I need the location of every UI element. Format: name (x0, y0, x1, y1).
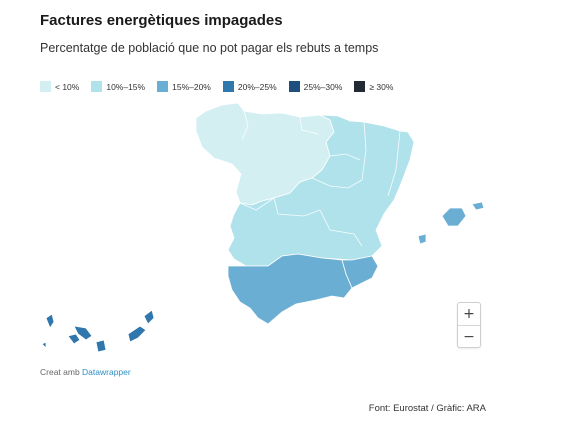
page-title: Factures energètiques impagades (40, 12, 283, 29)
legend-label: 20%–25% (237, 81, 277, 92)
legend-item: < 10% (40, 81, 79, 92)
legend: < 10% 10%–15% 15%–20% 20%–25% 25%–30% ≥ … (40, 81, 405, 92)
legend-item: 20%–25% (222, 81, 277, 92)
page-subtitle: Percentatge de població que no pot pagar… (40, 41, 379, 55)
legend-swatch-10-15 (91, 81, 103, 92)
region-menorca[interactable] (471, 201, 485, 211)
region-andalusia[interactable] (227, 253, 353, 325)
legend-item: 15%–20% (157, 81, 211, 92)
region-canary-islands[interactable] (41, 309, 155, 353)
region-ibiza[interactable] (417, 233, 427, 245)
legend-label: 25%–30% (303, 81, 343, 92)
legend-swatch-gte30 (354, 81, 366, 92)
datawrapper-link[interactable]: Datawrapper (82, 367, 131, 377)
legend-swatch-lt10 (40, 81, 51, 92)
zoom-out-button[interactable]: − (458, 325, 480, 347)
credit-prefix: Creat amb (40, 367, 83, 377)
legend-swatch-25-30 (288, 81, 300, 92)
legend-label: < 10% (55, 81, 80, 92)
legend-item: ≥ 30% (354, 81, 393, 92)
legend-label: 10%–15% (106, 81, 146, 92)
legend-swatch-20-25 (222, 81, 234, 92)
source-note: Font: Eurostat / Gràfic: ARA (368, 403, 486, 414)
zoom-control: + − (457, 302, 481, 348)
credit: Creat amb Datawrapper (40, 367, 131, 377)
legend-label: ≥ 30% (369, 81, 394, 92)
legend-item: 10%–15% (91, 81, 145, 92)
legend-item: 25%–30% (288, 81, 343, 92)
legend-swatch-15-20 (157, 81, 169, 92)
region-mallorca[interactable] (441, 207, 467, 227)
zoom-in-button[interactable]: + (458, 303, 480, 325)
region-murcia[interactable] (341, 255, 379, 289)
legend-label: 15%–20% (172, 81, 211, 92)
region-borders (239, 110, 401, 247)
